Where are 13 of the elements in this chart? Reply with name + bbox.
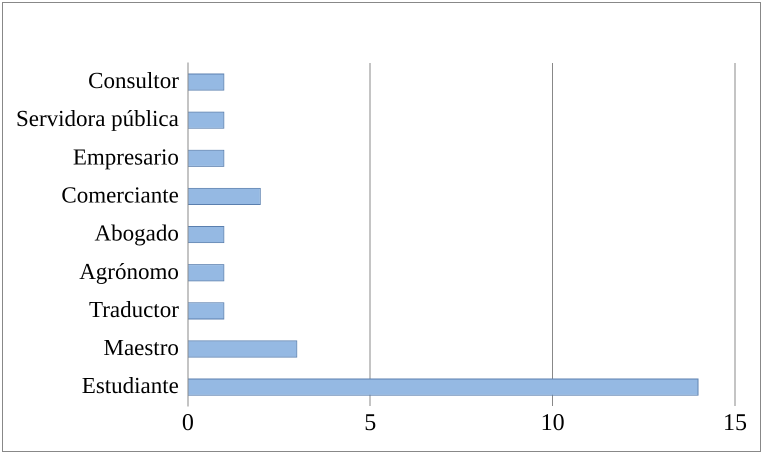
y-tick-label: Consultor (88, 68, 180, 94)
x-tick-label: 15 (723, 410, 747, 436)
x-tick-label: 5 (364, 410, 376, 436)
y-tick-label: Maestro (103, 335, 179, 360)
y-tick-label: Empresario (72, 144, 179, 170)
x-tick-label: 0 (182, 410, 194, 436)
y-tick-label: Servidora pública (16, 106, 179, 132)
y-tick-label: Agrónomo (79, 258, 179, 284)
x-tick-label: 10 (540, 410, 565, 436)
y-tick-label: Estudiante (82, 373, 179, 398)
y-tick-label: Traductor (88, 296, 180, 322)
y-tick-label: Abogado (94, 220, 179, 246)
y-tick-label: Comerciante (61, 182, 179, 208)
